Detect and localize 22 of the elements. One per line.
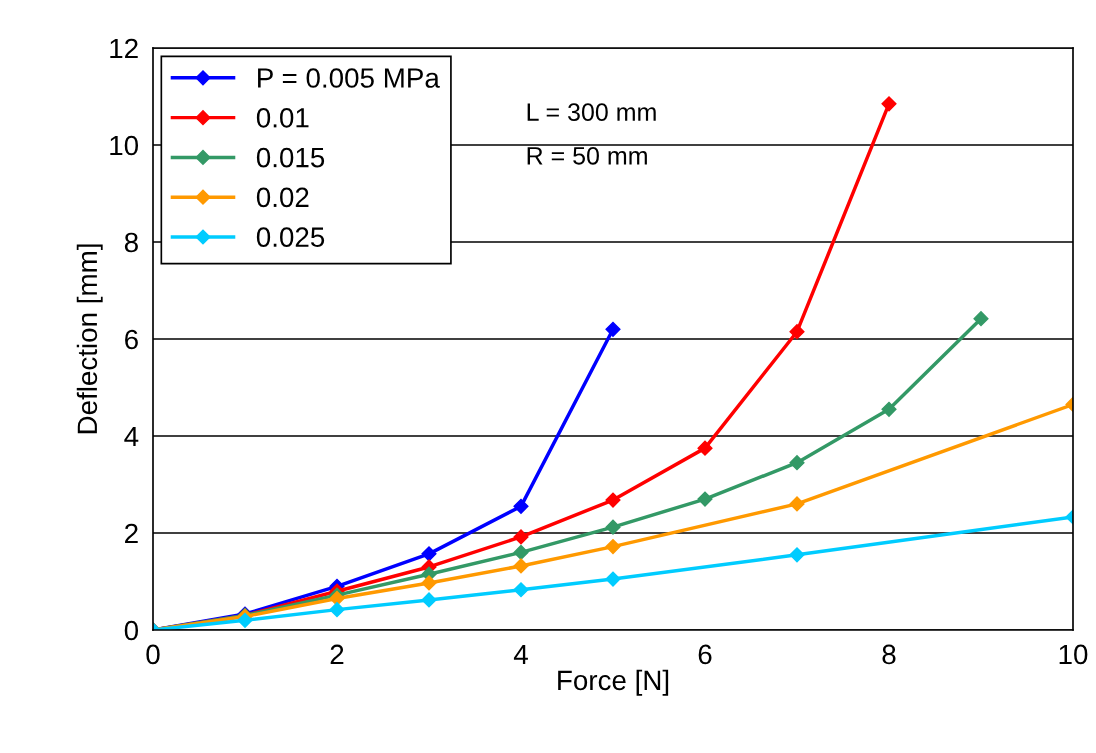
annotation: L = 300 mm: [527, 103, 656, 121]
y-tick-label: 6: [125, 329, 138, 350]
legend-label: 0.025: [256, 227, 325, 247]
x-tick-label: 2: [330, 644, 344, 665]
y-tick-label: 2: [125, 523, 138, 544]
x-tick-label: 8: [882, 644, 896, 665]
y-tick-label: 12: [110, 38, 138, 59]
y-tick-label: 4: [124, 426, 139, 447]
y-tick-label: 10: [110, 135, 139, 156]
legend-label: 0.015: [256, 147, 325, 168]
legend-label: 0.01: [256, 107, 309, 128]
x-axis-title: Force [N]: [558, 669, 669, 696]
y-tick-label: 0: [124, 620, 139, 641]
x-tick-label: 0: [146, 644, 160, 665]
legend-label: 0.02: [256, 187, 309, 208]
y-tick-label: 8: [124, 232, 138, 253]
x-tick-label: 10: [1059, 644, 1088, 665]
x-tick-label: 6: [698, 644, 712, 665]
y-axis-title: Deflection [mm]: [76, 244, 103, 434]
annotation: R = 50 mm: [527, 146, 647, 165]
x-tick-label: 4: [513, 644, 528, 665]
legend-label: P = 0.005 MPa: [258, 68, 440, 88]
